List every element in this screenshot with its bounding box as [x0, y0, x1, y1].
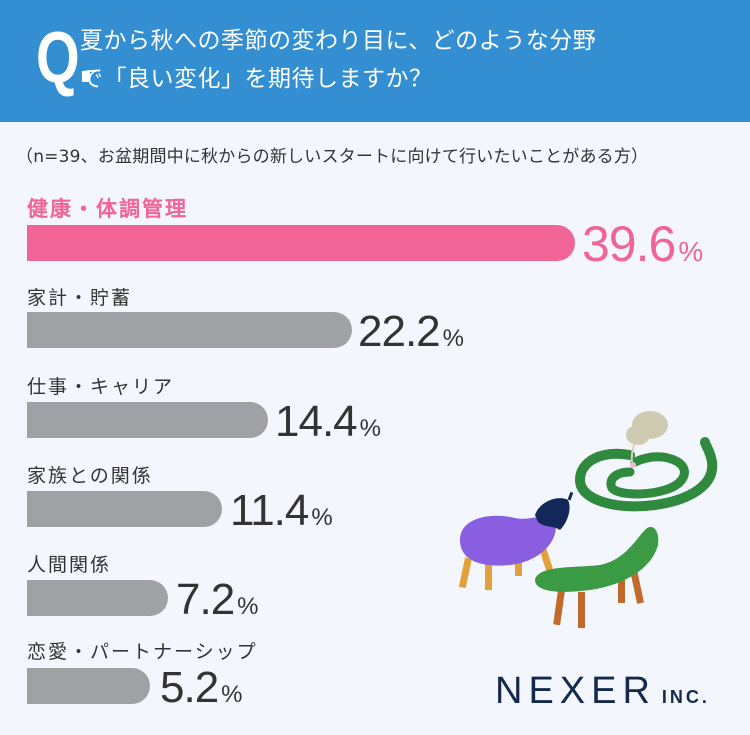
- bar-family: [27, 491, 222, 527]
- bar-finance: [27, 312, 352, 348]
- nexer-logo: NEXER INC.: [495, 670, 710, 713]
- obon-illustration: [458, 411, 718, 628]
- eggplant-horse-icon: [458, 491, 574, 590]
- question-header: Q. 夏から秋への季節の変わり目に、どのような分野 で「良い変化」を期待しますか…: [0, 0, 750, 122]
- category-label: 家族との関係: [27, 465, 153, 487]
- value-label: 11.4%: [230, 486, 333, 535]
- bar-career: [27, 402, 268, 438]
- question-line-1: 夏から秋への季節の変わり目に、どのような分野: [80, 28, 597, 54]
- value-label: 14.4%: [275, 397, 381, 446]
- value-label: 5.2%: [160, 663, 243, 712]
- category-label: 仕事・キャリア: [27, 376, 175, 398]
- category-label: 恋愛・パートナーシップ: [27, 641, 258, 663]
- question-title: 夏から秋への季節の変わり目に、どのような分野 で「良い変化」を期待しますか？: [80, 22, 740, 98]
- value-label: 7.2%: [176, 575, 259, 624]
- q-mark: Q.: [36, 18, 94, 98]
- bar-relationships: [27, 580, 168, 616]
- sample-note: （n=39、お盆期間中に秋からの新しいスタートに向けて行いたいことがある方）: [16, 147, 649, 167]
- category-label: 健康・体調管理: [27, 197, 188, 221]
- logo-suffix: INC.: [661, 687, 710, 707]
- bar-health: [27, 225, 575, 261]
- bar-romance: [27, 668, 150, 704]
- category-label: 人間関係: [27, 554, 112, 576]
- category-label: 家計・貯蓄: [27, 287, 133, 309]
- cucumber-horse-icon: [535, 526, 659, 628]
- mosquito-coil-icon: [574, 411, 718, 512]
- question-line-2: で「良い変化」を期待しますか？: [80, 66, 433, 92]
- value-label: 39.6%: [582, 216, 703, 272]
- logo-main: NEXER: [495, 670, 656, 712]
- value-label: 22.2%: [358, 307, 464, 356]
